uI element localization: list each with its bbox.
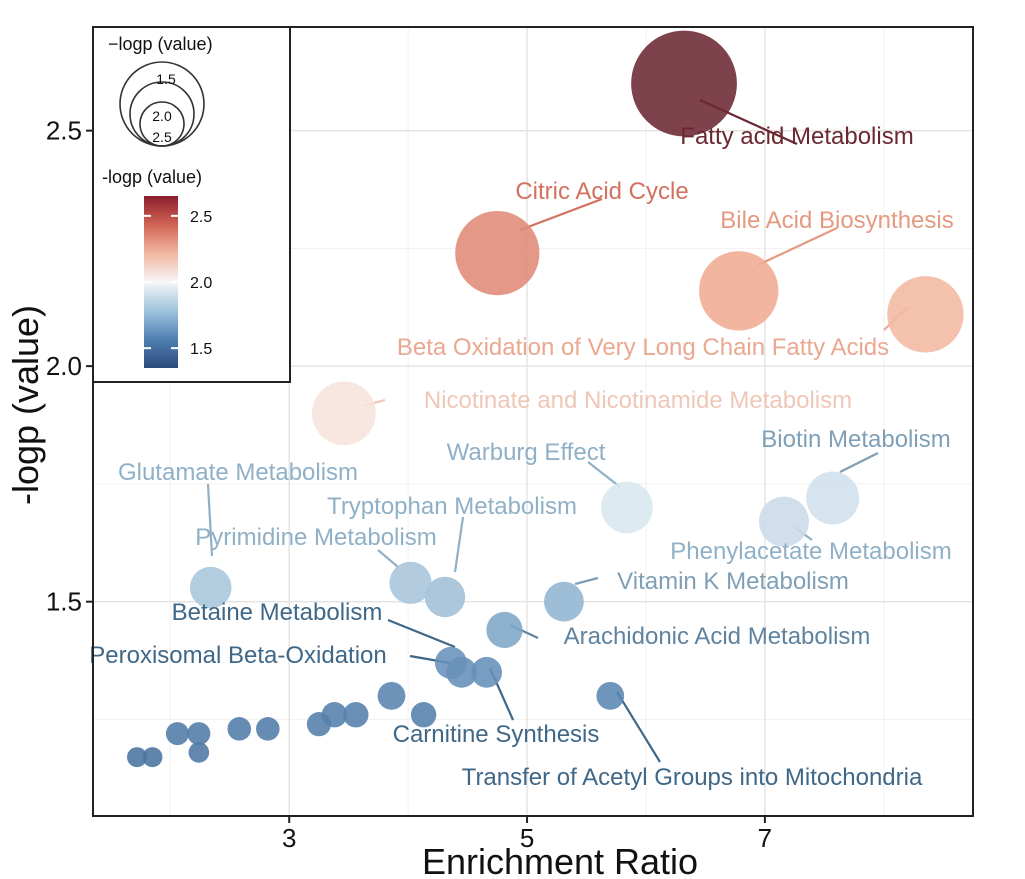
bubble-betaine-metabolism [434, 646, 467, 679]
leader-warburg-effect [587, 461, 621, 488]
size-legend-circle [139, 101, 185, 147]
bubble-carnitine-synthesis [471, 656, 503, 688]
x-tick-label: 7 [758, 823, 772, 853]
legend-frame [92, 26, 291, 383]
leader-betaine-metabolism [387, 618, 456, 649]
bubble [256, 717, 280, 741]
label-glutamate-metabolism: Glutamate Metabolism [118, 459, 358, 486]
bubble [142, 747, 163, 768]
bubble-beta-oxidation-of-very-long-chain-fatty-acids [887, 276, 964, 353]
y-tick-label: 2.0 [46, 351, 82, 381]
bubbles [127, 30, 964, 768]
bubble-biotin-metabolism [806, 471, 860, 525]
colorbar-tick-label: 2.5 [190, 209, 212, 226]
leader-bile-acid-biosynthesis [757, 227, 838, 266]
size-legend-label: 2.0 [152, 108, 172, 124]
leader-pyrimidine-metabolism [377, 549, 399, 568]
plot-frame [92, 26, 974, 817]
label-pyrimidine-metabolism: Pyrimidine Metabolism [195, 524, 436, 551]
bubble [321, 702, 348, 728]
colorbar-tick-label: 1.5 [190, 341, 212, 358]
x-axis-title: Enrichment Ratio [422, 841, 698, 879]
label-phenylacetate-metabolism: Phenylacetate Metabolism [670, 538, 951, 565]
label-transfer-of-acetyl-groups-into-mitochondria: Transfer of Acetyl Groups into Mitochond… [462, 764, 923, 791]
leader-tryptophan-metabolism [453, 516, 465, 573]
colorbar-ticks: 1.5 2.0 2.5 [144, 209, 212, 358]
bubble-fatty-acid-metabolism [631, 30, 737, 137]
label-carnitine-synthesis: Carnitine Synthesis [393, 721, 600, 748]
bubble [187, 722, 211, 746]
leader-biotin-metabolism [839, 452, 879, 473]
size-legend-label: 2.5 [152, 129, 172, 145]
label-arachidonic-acid-metabolism: Arachidonic Acid Metabolism [564, 623, 871, 650]
bubble-citric-acid-cycle [455, 211, 540, 296]
legend-panel: −logp (value) 1.5 2.0 2.5 -logp (value) 1.… [92, 26, 291, 383]
bubble-arachidonic-acid-metabolism [486, 611, 523, 649]
label-fatty-acid-metabolism: Fatty acid Metabolism [680, 123, 913, 150]
label-citric-acid-cycle: Citric Acid Cycle [515, 178, 688, 205]
x-axis-ticks: 3 5 7 [282, 816, 772, 853]
size-legend-circles: 1.5 2.0 2.5 [119, 61, 205, 147]
y-axis-ticks: 1.5 2.0 2.5 [46, 116, 93, 617]
y-tick-label: 1.5 [46, 587, 82, 617]
y-axis-title: -logp (value) [5, 305, 46, 505]
bubble [343, 702, 369, 728]
label-nicotinate-and-nicotinamide-metabolism: Nicotinate and Nicotinamide Metabolism [424, 387, 852, 414]
label-beta-oxidation-of-very-long-chain-fatty-acids: Beta Oxidation of Very Long Chain Fatty … [397, 334, 889, 361]
bubble-transfer-of-acetyl-groups-into-mitochondria [596, 681, 625, 710]
leader-vitamin-k-metabolism [574, 576, 599, 586]
bubble-nicotinate-and-nicotinamide-metabolism [312, 381, 376, 446]
bubble [410, 702, 437, 728]
label-peroxisomal-beta-oxidation: Peroxisomal Beta-Oxidation [89, 642, 386, 669]
bubble [227, 717, 252, 741]
bubble [377, 681, 406, 710]
label-bile-acid-biosynthesis: Bile Acid Biosynthesis [720, 207, 953, 234]
point-labels: Fatty acid Metabolism Citric Acid Cycle Bi… [89, 123, 953, 791]
leader-citric-acid-cycle [519, 197, 603, 232]
bubble-vitamin-k-metabolism [544, 581, 584, 622]
label-vitamin-k-metabolism: Vitamin K Metabolism [617, 568, 849, 595]
bubble-warburg-effect [601, 481, 653, 534]
bubble-phenylacetate-metabolism [758, 496, 809, 547]
label-betaine-metabolism: Betaine Metabolism [172, 599, 383, 626]
size-legend-title: −logp (value) [108, 34, 213, 54]
x-tick-label: 3 [282, 823, 296, 853]
label-warburg-effect: Warburg Effect [447, 439, 606, 466]
label-biotin-metabolism: Biotin Metabolism [761, 426, 950, 453]
bubble [165, 722, 189, 746]
bubble-pyrimidine-metabolism [389, 561, 432, 604]
y-tick-label: 2.5 [46, 116, 82, 146]
colorbar-tick-label: 2.0 [190, 275, 212, 292]
leader-glutamate-metabolism [206, 483, 214, 557]
x-tick-label: 5 [520, 823, 534, 853]
bubble-glutamate-metabolism [189, 566, 232, 609]
size-legend-label: 1.5 [156, 71, 176, 87]
leader-transfer-of-acetyl-groups-into-mitochondria [616, 691, 661, 763]
bubble [127, 747, 147, 768]
bubble-bile-acid-biosynthesis [699, 251, 779, 331]
bubble-tryptophan-metabolism [424, 576, 466, 618]
color-legend-title: -logp (value) [102, 167, 202, 187]
bubble [188, 742, 210, 763]
label-tryptophan-metabolism: Tryptophan Metabolism [327, 493, 577, 520]
